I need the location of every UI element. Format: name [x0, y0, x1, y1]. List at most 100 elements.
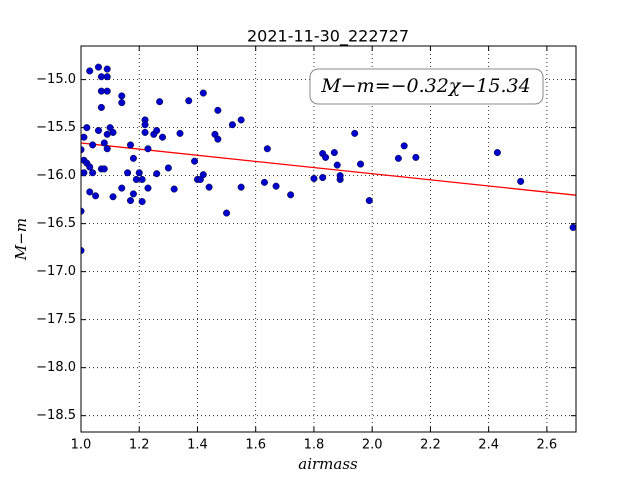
point [176, 129, 184, 137]
point [365, 197, 373, 205]
point [118, 99, 126, 107]
point [272, 182, 280, 190]
point [199, 89, 207, 97]
plot-frame [80, 45, 577, 433]
point [228, 121, 236, 129]
point [97, 103, 105, 111]
x-tick-label: 2.6 [537, 438, 558, 453]
point [81, 247, 85, 255]
point [97, 73, 105, 81]
point [164, 164, 172, 172]
point [83, 124, 91, 132]
point [135, 169, 143, 177]
point [322, 153, 330, 161]
y-tick-label: −17.5 [36, 312, 76, 327]
x-tick-label: 1.0 [71, 438, 92, 453]
point [357, 160, 365, 168]
point [86, 163, 94, 171]
annotation: M−m=−0.32χ−15.34 [320, 75, 530, 97]
y-tick-label: −16.5 [36, 216, 76, 231]
point [211, 130, 219, 138]
point [126, 141, 134, 149]
point [97, 87, 105, 95]
fit-line [81, 142, 576, 196]
point [569, 223, 576, 231]
point [394, 154, 402, 162]
point [159, 133, 167, 141]
point [263, 145, 271, 153]
point [400, 142, 408, 150]
plot-area [81, 63, 576, 255]
point [260, 178, 268, 186]
point [351, 129, 359, 137]
point [89, 169, 97, 177]
point [237, 116, 245, 124]
point [103, 73, 111, 81]
y-tick-label: −17.0 [36, 264, 76, 279]
point [94, 126, 102, 134]
point [287, 191, 295, 199]
point [336, 172, 344, 180]
point [81, 133, 88, 141]
x-axis-label: airmass [298, 455, 358, 473]
point [153, 126, 161, 134]
x-tick-label: 1.8 [304, 438, 325, 453]
y-tick-label: −15.0 [36, 72, 76, 87]
point [138, 198, 146, 206]
point [94, 63, 102, 71]
point [103, 65, 111, 73]
point [144, 145, 152, 153]
point [89, 141, 97, 149]
y-axis-label: M−m [12, 218, 30, 261]
point [103, 130, 111, 138]
point [132, 175, 140, 183]
point [81, 207, 85, 215]
point [319, 174, 327, 182]
y-tick-label: −16.0 [36, 168, 76, 183]
x-tick-label: 2.0 [362, 438, 383, 453]
point [92, 192, 100, 200]
point [412, 153, 420, 161]
point [118, 92, 126, 100]
point [129, 190, 137, 198]
x-tick-label: 1.6 [245, 438, 266, 453]
y-tick-label: −15.5 [36, 120, 76, 135]
point [86, 188, 94, 196]
point [205, 183, 213, 191]
point [223, 209, 231, 217]
x-tick-label: 1.4 [187, 438, 208, 453]
point [126, 197, 134, 205]
point [493, 149, 501, 157]
point [81, 169, 88, 177]
x-tick-label: 2.2 [420, 438, 441, 453]
y-tick-label: −18.0 [36, 360, 76, 375]
point [129, 154, 137, 162]
chart-title: 2021-11-30_222727 [247, 27, 409, 47]
point [333, 161, 341, 169]
point [170, 185, 178, 193]
point [517, 177, 525, 185]
point [81, 146, 85, 154]
point [100, 165, 108, 173]
point [141, 121, 149, 129]
point [109, 128, 117, 136]
point [141, 128, 149, 136]
point [124, 169, 132, 177]
point [109, 193, 117, 201]
point [118, 184, 126, 192]
annotation-box [309, 68, 544, 105]
point [153, 170, 161, 178]
point [199, 171, 207, 179]
x-tick-label: 1.2 [129, 438, 150, 453]
point [144, 184, 152, 192]
point [185, 97, 193, 105]
point [156, 98, 164, 106]
point [237, 183, 245, 191]
point [310, 175, 318, 183]
point [330, 149, 338, 157]
x-tick-label: 2.4 [478, 438, 499, 453]
point [138, 175, 146, 183]
point [103, 87, 111, 95]
